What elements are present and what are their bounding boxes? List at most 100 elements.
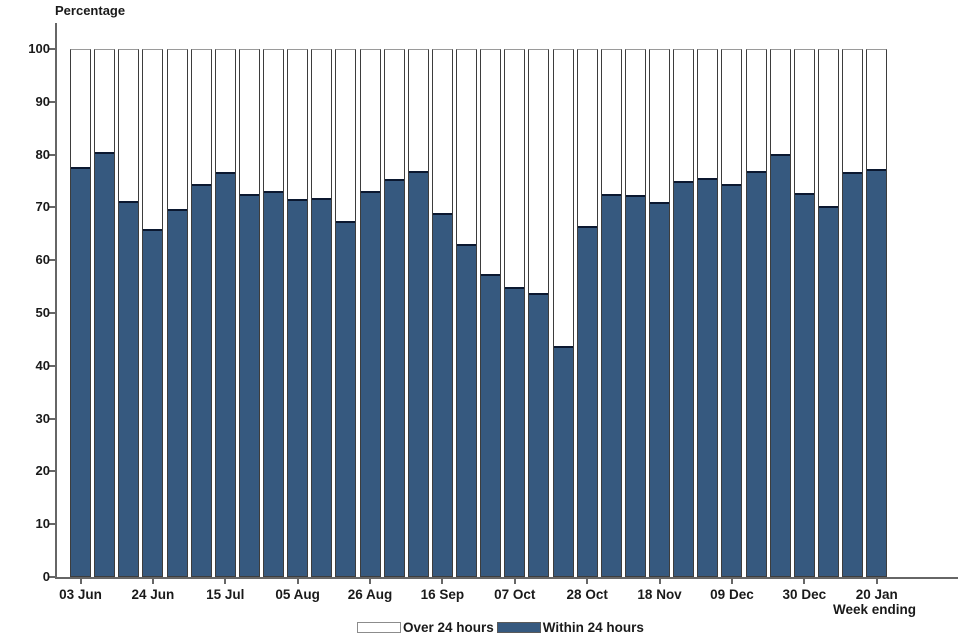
y-tick-label: 70 (35, 199, 50, 215)
bar-within-24-hours-segment (722, 183, 742, 576)
y-tick-label: 0 (42, 569, 50, 584)
x-tick-label: 24 Jun (131, 587, 175, 602)
x-tick-label: 28 Oct (566, 587, 608, 602)
bar-within-24-hours-segment (457, 244, 477, 576)
bar-23-dec (769, 49, 791, 577)
y-tick-label: 30 (35, 410, 50, 426)
x-tick (730, 579, 733, 584)
x-tick (513, 579, 516, 584)
x-axis-line (55, 577, 958, 579)
bar-within-24-hours-segment (432, 213, 452, 576)
bar-28-oct (576, 49, 598, 577)
legend: Over 24 hours Within 24 hours (357, 619, 647, 635)
x-tick (296, 579, 299, 584)
bar-25-nov (673, 49, 695, 577)
x-tick-label: 20 Jan (855, 587, 898, 602)
bar-within-24-hours-segment (239, 193, 259, 576)
legend-label-within-24-hours: Within 24 hours (542, 619, 644, 635)
y-tick (49, 206, 56, 209)
bar-16-dec (745, 49, 767, 577)
x-tick (79, 579, 82, 584)
x-tick (224, 579, 227, 584)
bar-30-dec (793, 49, 815, 577)
x-tick-label: 09 Dec (710, 587, 754, 602)
x-tick-label: 15 Jul (206, 587, 245, 602)
legend-label-over-24-hours: Over 24 hours (403, 619, 494, 635)
bar-within-24-hours-segment (264, 190, 284, 576)
bar-14-oct (528, 49, 550, 577)
bar-within-24-hours-segment (867, 169, 887, 576)
bar-13-jan (842, 49, 864, 577)
y-tick (49, 523, 56, 526)
bar-29-jul (263, 49, 285, 577)
y-tick (49, 576, 56, 578)
y-tick (49, 364, 56, 367)
bar-02-sep (383, 49, 405, 577)
x-tick (658, 579, 661, 584)
bar-within-24-hours-segment (481, 273, 501, 576)
bar-09-sep (407, 49, 429, 577)
bar-within-24-hours-segment (577, 225, 597, 576)
y-tick-label: 20 (35, 463, 50, 479)
bar-within-24-hours-segment (770, 154, 790, 576)
bar-09-dec (721, 49, 743, 577)
y-tick-label: 40 (35, 357, 50, 373)
bar-17-jun (118, 49, 140, 577)
bar-15-jul (214, 49, 236, 577)
bar-within-24-hours-segment (215, 171, 235, 576)
bar-11-nov (624, 49, 646, 577)
bar-22-jul (238, 49, 260, 577)
bar-05-aug (287, 49, 309, 577)
bar-06-jan (817, 49, 839, 577)
bar-16-sep (431, 49, 453, 577)
bar-20-jan (866, 49, 888, 577)
bar-within-24-hours-segment (529, 293, 549, 576)
bar-within-24-hours-segment (143, 228, 163, 576)
bar-03-jun (70, 49, 91, 577)
x-tick-label: 07 Oct (494, 587, 536, 602)
bar-18-nov (649, 49, 671, 577)
legend-swatch-over-24-hours (357, 621, 401, 633)
bar-within-24-hours-segment (119, 201, 139, 576)
y-tick (49, 417, 56, 420)
bar-within-24-hours-segment (650, 201, 670, 576)
y-tick-label: 100 (28, 41, 50, 56)
x-tick-label: 26 Aug (347, 587, 393, 602)
bar-within-24-hours-segment (746, 170, 766, 576)
bar-07-oct (504, 49, 526, 577)
x-axis-title: Week ending (832, 602, 916, 617)
y-tick (49, 312, 56, 314)
legend-swatch-within-24-hours (496, 621, 541, 633)
x-tick (803, 579, 806, 584)
x-tick (875, 579, 878, 584)
x-tick-label: 05 Aug (275, 587, 320, 602)
x-tick-label: 16 Sep (420, 587, 465, 602)
bar-within-24-hours-segment (674, 181, 694, 576)
bar-12-aug (311, 49, 333, 577)
y-tick-label: 80 (35, 146, 50, 162)
x-tick-label: 18 Nov (637, 587, 682, 602)
bar-within-24-hours-segment (384, 178, 404, 576)
y-tick (49, 259, 56, 262)
y-tick (49, 100, 56, 103)
bar-19-aug (335, 49, 357, 577)
x-tick (586, 579, 589, 584)
y-axis-line (55, 23, 57, 578)
bar-within-24-hours-segment (95, 151, 115, 576)
bar-within-24-hours-segment (360, 191, 380, 576)
bar-10-jun (94, 49, 116, 577)
bar-within-24-hours-segment (167, 208, 187, 576)
y-tick-label: 90 (35, 93, 50, 109)
bar-within-24-hours-segment (288, 199, 308, 576)
bar-within-24-hours-segment (625, 195, 645, 576)
y-tick-label: 50 (35, 305, 50, 320)
y-tick-label: 10 (35, 516, 50, 532)
bar-within-24-hours-segment (312, 197, 332, 576)
x-tick-label: 30 Dec (782, 587, 827, 602)
x-tick (151, 579, 154, 584)
bar-26-aug (359, 49, 381, 577)
bar-02-dec (697, 49, 719, 577)
bar-04-nov (600, 49, 622, 577)
bar-within-24-hours-segment (601, 194, 621, 576)
